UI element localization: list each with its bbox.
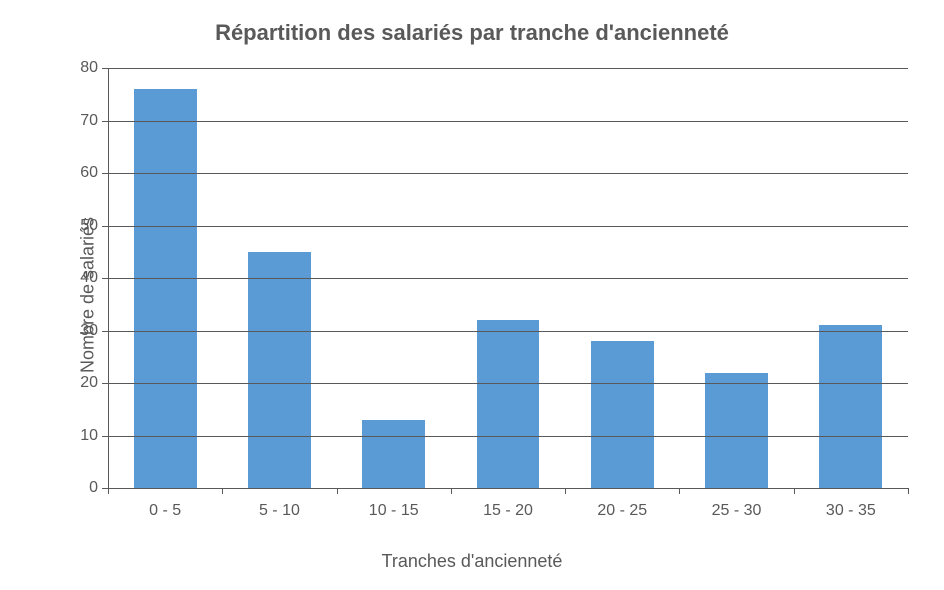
gridline: [108, 68, 908, 69]
x-tick-label: 10 - 15: [337, 502, 451, 520]
x-tick-label: 0 - 5: [108, 502, 222, 520]
x-tick-mark: [565, 488, 566, 494]
y-tick-label: 50: [80, 217, 108, 235]
x-tick-mark: [337, 488, 338, 494]
y-axis-line: [108, 68, 109, 488]
gridline: [108, 383, 908, 384]
x-axis-label: Tranches d'ancienneté: [0, 551, 944, 572]
x-tick-label: 30 - 35: [794, 502, 908, 520]
y-axis-label: Nombre de salariés: [78, 217, 99, 373]
bar: [705, 373, 768, 489]
chart-title: Répartition des salariés par tranche d'a…: [0, 20, 944, 46]
plot-area: 0 - 55 - 1010 - 1515 - 2020 - 2525 - 303…: [108, 68, 908, 488]
gridline: [108, 173, 908, 174]
bar: [477, 320, 540, 488]
x-tick-label: 5 - 10: [222, 502, 336, 520]
y-tick-label: 70: [80, 112, 108, 130]
y-tick-label: 10: [80, 427, 108, 445]
x-tick-mark: [222, 488, 223, 494]
y-tick-label: 30: [80, 322, 108, 340]
x-tick-mark: [679, 488, 680, 494]
bar: [591, 341, 654, 488]
y-tick-label: 80: [80, 59, 108, 77]
bar: [248, 252, 311, 488]
bar: [134, 89, 197, 488]
x-tick-mark: [108, 488, 109, 494]
y-tick-label: 60: [80, 164, 108, 182]
x-tick-mark: [794, 488, 795, 494]
x-tick-mark: [451, 488, 452, 494]
x-tick-mark: [908, 488, 909, 494]
x-tick-label: 15 - 20: [451, 502, 565, 520]
x-tick-label: 25 - 30: [679, 502, 793, 520]
x-tick-label: 20 - 25: [565, 502, 679, 520]
gridline: [108, 121, 908, 122]
bar: [819, 325, 882, 488]
gridline: [108, 436, 908, 437]
gridline: [108, 331, 908, 332]
gridline: [108, 278, 908, 279]
y-tick-label: 0: [89, 479, 108, 497]
y-tick-label: 20: [80, 374, 108, 392]
y-tick-label: 40: [80, 269, 108, 287]
x-tick-labels-row: 0 - 55 - 1010 - 1515 - 2020 - 2525 - 303…: [108, 488, 908, 520]
bar: [362, 420, 425, 488]
gridline: [108, 226, 908, 227]
gridline: [108, 488, 908, 489]
chart-container: Répartition des salariés par tranche d'a…: [0, 0, 944, 590]
